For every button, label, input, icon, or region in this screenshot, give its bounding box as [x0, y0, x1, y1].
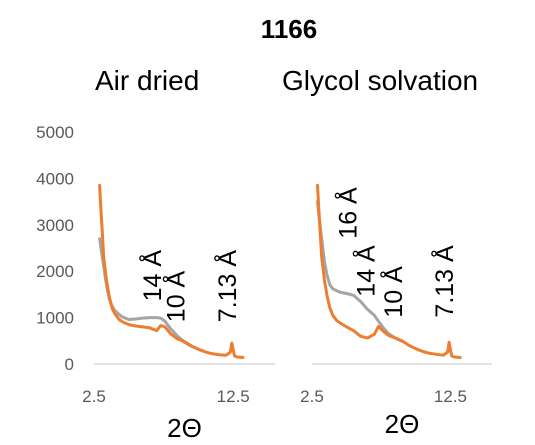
peak-annotation: 14 Å	[137, 250, 167, 302]
peak-annotation: 7.13 Å	[429, 245, 459, 318]
figure-title: 1166	[261, 14, 317, 44]
peak-annotation: 10 Å	[161, 270, 191, 322]
y-tick-label: 5000	[36, 123, 74, 142]
peak-annotation: 10 Å	[378, 266, 408, 318]
y-tick-label: 2000	[36, 262, 74, 281]
peak-annotation: 16 Å	[332, 187, 362, 239]
y-tick-label: 0	[65, 355, 74, 374]
y-tick-label: 3000	[36, 216, 74, 235]
x-tick-label: 2.5	[82, 387, 106, 406]
y-tick-label: 1000	[36, 309, 74, 328]
chart-panel-2: Glycol solvation 2.5 12.5 2Θ 16 Å 14 Å 10 Å 7.1…	[282, 65, 492, 439]
panel-title: Air dried	[95, 65, 199, 96]
peak-annotation: 7.13 Å	[212, 250, 242, 323]
peak-annotation: 14 Å	[350, 245, 380, 297]
x-tick-label: 2.5	[300, 387, 324, 406]
x-tick-label: 12.5	[434, 387, 467, 406]
series-line-orange	[316, 183, 462, 359]
series-line-gray	[316, 200, 404, 343]
x-axis-label: 2Θ	[167, 413, 202, 443]
chart-panels: Air dried 0 1000 2000 3000 4000 5000 2.5 12.5 2Θ 1…	[36, 65, 492, 443]
panel-title: Glycol solvation	[282, 65, 478, 96]
x-axis-label: 2Θ	[385, 409, 420, 439]
x-tick-label: 12.5	[217, 387, 250, 406]
series-line-orange	[98, 183, 245, 359]
y-tick-label: 4000	[36, 169, 74, 188]
chart-panel-1: Air dried 0 1000 2000 3000 4000 5000 2.5 12.5 2Θ 1…	[36, 65, 275, 443]
